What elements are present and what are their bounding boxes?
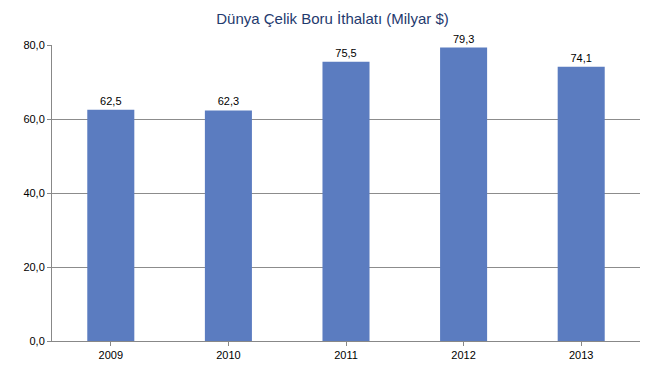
- svg-text:60,0: 60,0: [23, 113, 44, 125]
- svg-text:40,0: 40,0: [23, 187, 44, 199]
- svg-text:79,3: 79,3: [453, 33, 474, 45]
- svg-text:2012: 2012: [451, 349, 475, 361]
- svg-text:62,3: 62,3: [218, 95, 239, 107]
- svg-text:0,0: 0,0: [30, 335, 45, 347]
- svg-text:Dünya Çelik Boru İthalatı (Mil: Dünya Çelik Boru İthalatı (Milyar $): [216, 10, 449, 27]
- svg-text:80,0: 80,0: [23, 39, 44, 51]
- svg-text:2009: 2009: [99, 349, 123, 361]
- svg-text:75,5: 75,5: [335, 47, 356, 59]
- svg-text:2011: 2011: [334, 349, 358, 361]
- svg-text:2010: 2010: [216, 349, 240, 361]
- svg-text:74,1: 74,1: [570, 52, 591, 64]
- svg-text:2013: 2013: [569, 349, 593, 361]
- svg-text:62,5: 62,5: [100, 95, 121, 107]
- svg-text:20,0: 20,0: [23, 261, 44, 273]
